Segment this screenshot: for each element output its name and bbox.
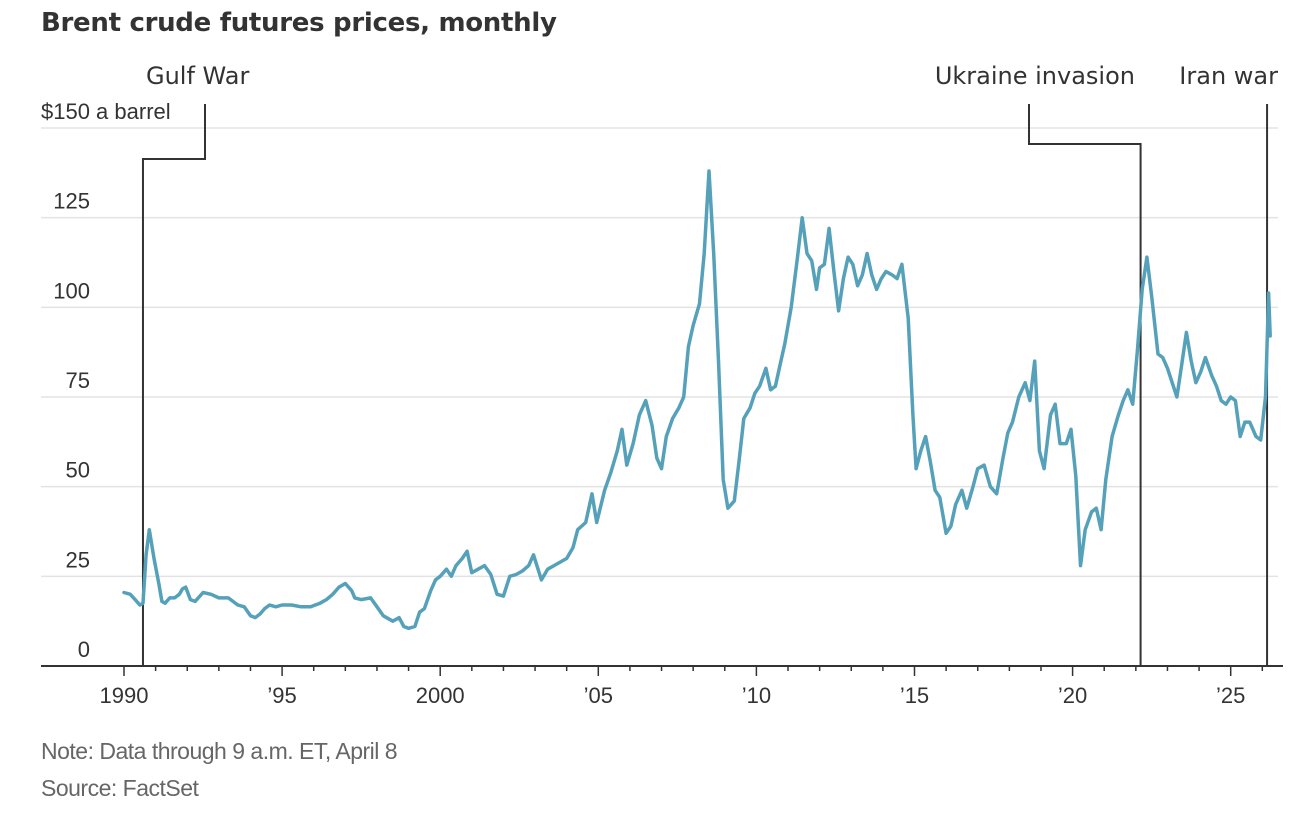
y-tick-label: 0 — [78, 637, 90, 662]
series-line-brent — [122, 169, 1272, 631]
chart-note: Note: Data through 9 a.m. ET, April 8 — [41, 738, 398, 764]
chart-title: Brent crude futures prices, monthly — [41, 8, 557, 38]
annotation-label: Ukraine invasion — [935, 62, 1135, 90]
annotation-lines — [141, 104, 1269, 666]
y-tick-label: 100 — [53, 278, 90, 303]
y-axis-labels: 0 25 50 75 100 125 $150 a barrel — [41, 99, 171, 662]
x-tick-label: ’95 — [267, 683, 296, 708]
x-tick-label: ’20 — [1058, 683, 1087, 708]
chart-source: Source: FactSet — [41, 775, 199, 801]
annotation-label: Iran war — [1179, 62, 1278, 90]
x-tick-label: 1990 — [100, 683, 149, 708]
x-axis: 1990 ’95 2000 ’05 ’10 ’15 ’20 ’25 — [41, 665, 1283, 708]
y-tick-label: 50 — [66, 458, 90, 483]
x-tick-label: 2000 — [416, 683, 465, 708]
x-tick-label: ’05 — [584, 683, 613, 708]
y-tick-label: $150 a barrel — [41, 99, 171, 124]
x-tick-label: ’15 — [900, 683, 929, 708]
y-tick-label: 125 — [53, 189, 90, 214]
y-tick-label: 25 — [66, 547, 90, 572]
x-tick-label: ’10 — [742, 683, 771, 708]
annotation-labels: Gulf War Ukraine invasion Iran war — [146, 62, 1278, 90]
gridlines — [41, 127, 1278, 578]
x-tick-label: ’25 — [1216, 683, 1245, 708]
annotation-line — [141, 104, 206, 666]
y-tick-label: 75 — [66, 368, 90, 393]
annotation-line — [1028, 104, 1142, 666]
annotation-label: Gulf War — [146, 62, 249, 90]
